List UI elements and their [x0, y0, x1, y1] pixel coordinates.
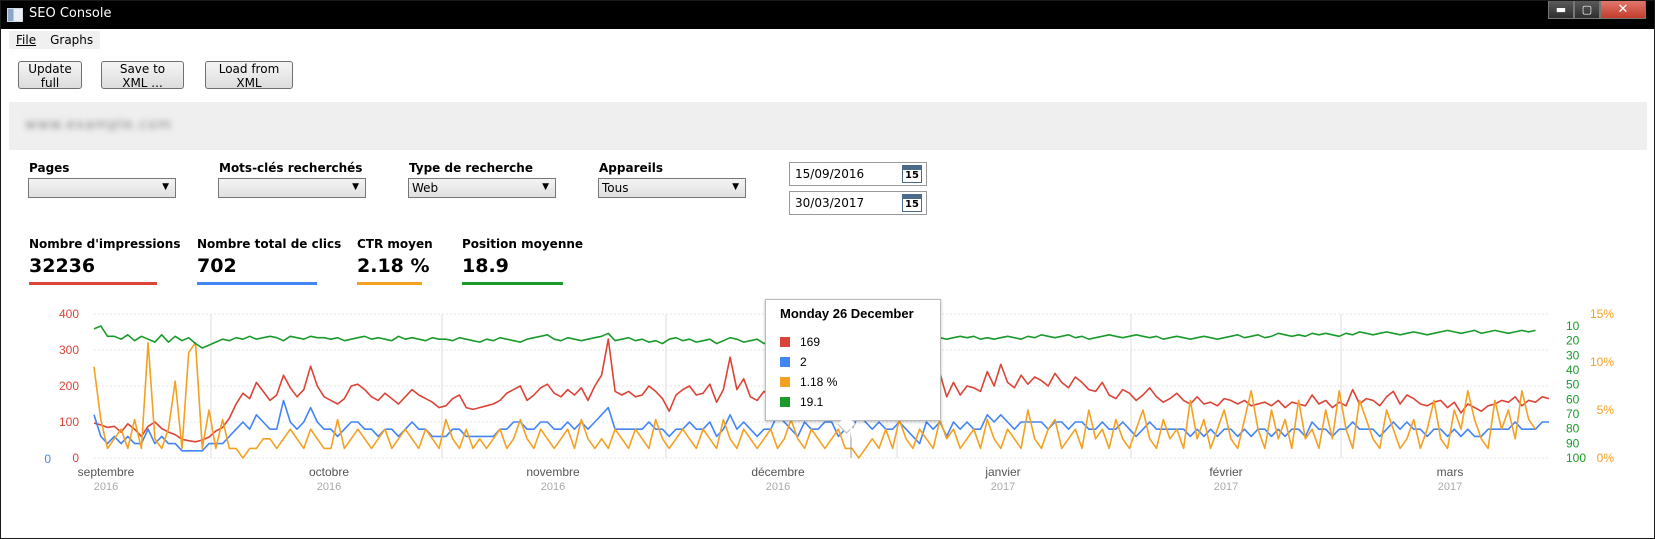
tooltip-clicks: 2 — [800, 355, 807, 369]
left-axis-tick: 400 — [59, 307, 79, 321]
position-axis-tick: 40 — [1566, 363, 1580, 377]
update-full-button[interactable]: Update full — [18, 61, 82, 90]
year-label: 2016 — [317, 481, 341, 493]
left-axis-tick: 0 — [72, 451, 79, 465]
position-value: 18.9 — [462, 255, 509, 277]
ctr-axis-tick: 15% — [1590, 307, 1614, 321]
month-label: octobre — [309, 465, 349, 479]
calendar-icon[interactable]: 15 — [902, 165, 922, 183]
tooltip-ctr: 1.18 % — [800, 375, 838, 389]
clicks-value: 702 — [197, 255, 237, 277]
ctr-axis-tick: 10% — [1590, 355, 1614, 369]
legend-swatch-impressions — [780, 337, 790, 347]
ctr-label: CTR moyen — [357, 237, 433, 251]
save-xml-button[interactable]: Save to XML ... — [101, 61, 184, 90]
position-axis-tick: 70 — [1566, 407, 1580, 421]
tooltip-title: Monday 26 December — [780, 306, 914, 321]
year-label: 2016 — [94, 481, 118, 493]
ctr-value: 2.18 % — [357, 255, 430, 277]
minimize-icon[interactable]: ▬ — [1548, 1, 1574, 19]
app-icon — [7, 8, 23, 22]
ctr-swatch[interactable] — [357, 282, 422, 285]
keywords-label: Mots-clés recherchés — [219, 161, 363, 175]
title-bar[interactable]: SEO Console ▬ ▢ ✕ — [1, 1, 1654, 29]
date-from-picker[interactable]: 15/09/2016 15 — [789, 162, 927, 186]
tooltip-row-impressions: 169 — [780, 335, 820, 349]
clicks-axis-tick: 0 — [44, 452, 51, 466]
pages-select[interactable]: ▼ — [28, 178, 176, 198]
position-axis-tick: 60 — [1566, 392, 1580, 406]
impressions-label: Nombre d'impressions — [29, 237, 181, 251]
position-swatch[interactable] — [462, 282, 563, 285]
ctr-series-line — [93, 341, 1537, 459]
position-label: Position moyenne — [462, 237, 584, 251]
calendar-icon[interactable]: 15 — [902, 194, 922, 212]
month-label: mars — [1437, 465, 1464, 479]
search-type-select[interactable]: Web ▼ — [408, 178, 556, 198]
keywords-select[interactable]: ▼ — [218, 178, 366, 198]
chevron-down-icon: ▼ — [732, 182, 739, 192]
ctr-axis-tick: 0% — [1597, 451, 1615, 465]
position-axis-tick: 10 — [1566, 319, 1580, 333]
menu-bar: File Graphs — [9, 31, 101, 49]
legend-swatch-ctr — [780, 377, 790, 387]
left-axis-tick: 300 — [59, 343, 79, 357]
chevron-down-icon: ▼ — [542, 182, 549, 192]
position-axis-tick: 20 — [1566, 334, 1580, 348]
legend-swatch-clicks — [780, 357, 790, 367]
month-label: septembre — [78, 465, 135, 479]
search-type-label: Type de recherche — [409, 161, 533, 175]
month-label: novembre — [526, 465, 580, 479]
position-axis-tick: 80 — [1566, 422, 1580, 436]
clicks-series-line — [93, 399, 1549, 452]
search-type-value: Web — [412, 181, 439, 195]
window-title: SEO Console — [29, 6, 112, 21]
site-name[interactable]: www.example.com — [25, 117, 173, 133]
chevron-down-icon: ▼ — [352, 182, 359, 192]
devices-label: Appareils — [599, 161, 663, 175]
menu-graphs[interactable]: Graphs — [50, 33, 94, 47]
window-controls: ▬ ▢ ✕ — [1548, 1, 1646, 21]
year-label: 2016 — [541, 481, 565, 493]
tooltip-position: 19.1 — [800, 395, 824, 409]
impressions-value: 32236 — [29, 255, 96, 277]
left-axis-tick: 100 — [59, 415, 79, 429]
tooltip-impressions: 169 — [800, 335, 821, 349]
ctr-axis-tick: 5% — [1597, 403, 1615, 417]
date-from-value: 15/09/2016 — [795, 167, 865, 181]
date-to-value: 30/03/2017 — [795, 196, 865, 210]
position-axis-tick: 100 — [1566, 451, 1586, 465]
year-label: 2017 — [1438, 481, 1462, 493]
month-label: février — [1209, 465, 1242, 479]
maximize-icon[interactable]: ▢ — [1574, 1, 1600, 19]
clicks-label: Nombre total de clics — [197, 237, 342, 251]
close-icon[interactable]: ✕ — [1600, 1, 1646, 19]
devices-value: Tous — [602, 181, 629, 195]
devices-select[interactable]: Tous ▼ — [598, 178, 746, 198]
year-label: 2017 — [991, 481, 1015, 493]
position-axis-tick: 50 — [1566, 378, 1580, 392]
tooltip-row-position: 19.1 — [780, 395, 823, 409]
chart-tooltip: Monday 26 December 169 2 1.18 % 19.1 — [765, 299, 941, 421]
tooltip-row-clicks: 2 — [780, 355, 807, 369]
month-label: janvier — [984, 465, 1020, 479]
menu-file[interactable]: File — [16, 33, 37, 47]
left-axis-tick: 200 — [59, 379, 79, 393]
legend-swatch-position — [780, 397, 790, 407]
position-axis-tick: 90 — [1566, 436, 1580, 450]
site-bar: www.example.com — [9, 102, 1647, 150]
clicks-swatch[interactable] — [197, 282, 317, 285]
pages-label: Pages — [29, 161, 70, 175]
impressions-swatch[interactable] — [29, 282, 157, 285]
month-label: décembre — [751, 465, 805, 479]
position-axis-tick: 30 — [1566, 348, 1580, 362]
year-label: 2017 — [1214, 481, 1238, 493]
load-xml-button[interactable]: Load from XML — [205, 61, 293, 90]
tooltip-row-ctr: 1.18 % — [780, 375, 837, 389]
year-label: 2016 — [766, 481, 790, 493]
date-to-picker[interactable]: 30/03/2017 15 — [789, 191, 927, 215]
performance-chart[interactable]: septembre 2016 octobre 2016 novembre 2016 déce… — [1, 296, 1655, 496]
chevron-down-icon: ▼ — [162, 182, 169, 192]
